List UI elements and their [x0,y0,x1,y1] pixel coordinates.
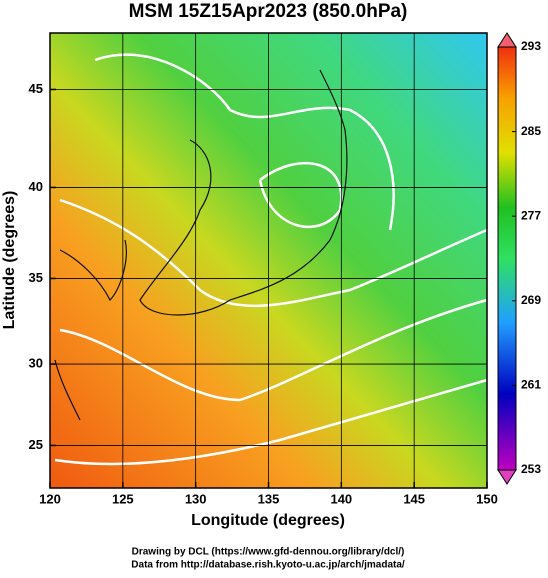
colorbar-label: 261 [521,378,541,392]
colorbar-max-arrow [497,32,517,48]
coastline [54,69,348,421]
colorbar [497,46,517,471]
colorbar-label: 293 [521,39,541,53]
x-tick-label: 145 [403,491,425,506]
colorbar-label: 285 [521,124,541,138]
x-tick-label: 135 [258,491,280,506]
y-tick-label: 25 [29,437,43,452]
chart-title: MSM 15Z15Apr2023 (850.0hPa) [129,1,408,22]
colorbar-label: 269 [521,293,541,307]
x-tick-label: 150 [476,491,498,506]
x-tick-label: 140 [330,491,352,506]
x-axis-label: Longitude (degrees) [191,512,345,529]
y-axis-label: Latitude (degrees) [1,191,18,330]
y-tick-label: 30 [29,355,43,370]
y-tick-label: 35 [29,270,43,285]
x-tick-label: 125 [112,491,134,506]
colorbar-label: 253 [521,462,541,476]
credit: Data from http://database.rish.kyoto-u.a… [131,560,405,571]
colorbar-min-arrow [497,469,517,485]
y-tick-label: 45 [29,81,43,96]
y-tick-label: 40 [29,179,43,194]
credit: Drawing by DCL (https://www.gfd-dennou.o… [132,547,405,558]
x-tick-label: 130 [185,491,207,506]
colorbar-label: 277 [521,208,541,222]
x-tick-label: 120 [39,491,61,506]
contours [54,53,488,466]
